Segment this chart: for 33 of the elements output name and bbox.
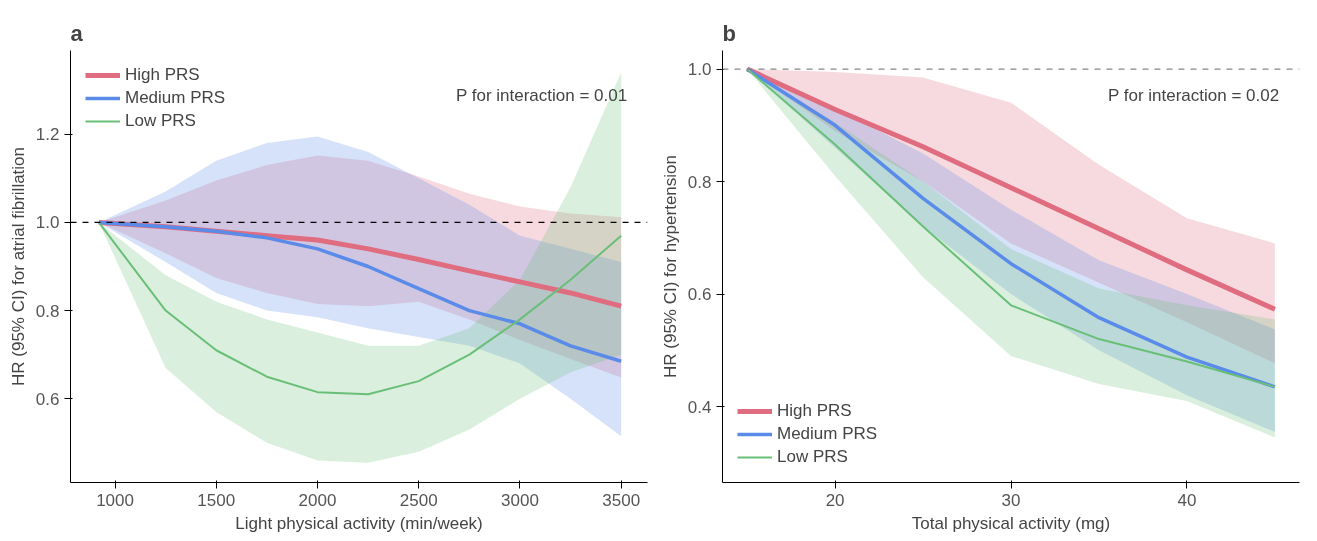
x-tick-label: 30 [1001,490,1021,510]
x-axis-title: Light physical activity (min/week) [235,513,483,533]
line-series [97,220,623,364]
legend-label: Medium PRS [125,88,226,108]
line-series [97,221,623,396]
legend-label: High PRS [777,401,852,421]
legend-label: Low PRS [125,111,196,131]
x-tick-label: 20 [825,490,845,510]
y-axis-title: HR (95% CI) for hypertension [660,155,680,378]
y-tick-label: 1.2 [35,125,60,145]
annotation: P for interaction = 0.01 [455,85,628,105]
x-tick-label: 3500 [602,490,641,510]
legend-label: Low PRS [777,447,848,467]
y-tick-label: 0.4 [687,397,712,417]
annotation: P for interaction = 0.02 [1107,85,1280,105]
x-tick-label: 3000 [501,490,539,510]
legend-label: High PRS [125,65,200,85]
x-tick-label: 2000 [298,490,337,510]
x-tick-label: 1500 [197,490,236,510]
y-tick-label: 1.0 [35,213,60,233]
y-tick-label: 1.0 [687,60,712,80]
y-tick-label: 0.8 [687,172,712,192]
y-tick-label: 0.6 [35,389,60,409]
x-tick-label: 2500 [399,490,438,510]
y-axis-title: HR (95% CI) for atrial fibrillation [8,146,28,387]
x-tick-label: 1000 [96,490,134,510]
x-tick-label: 40 [1177,490,1197,510]
x-axis-title: Total physical activity (mg) [911,513,1111,533]
y-tick-label: 0.8 [35,301,60,321]
chart-title: a [70,20,84,46]
legend-label: Medium PRS [777,424,878,444]
chart-title: b [722,20,736,46]
y-tick-label: 0.6 [687,285,712,305]
